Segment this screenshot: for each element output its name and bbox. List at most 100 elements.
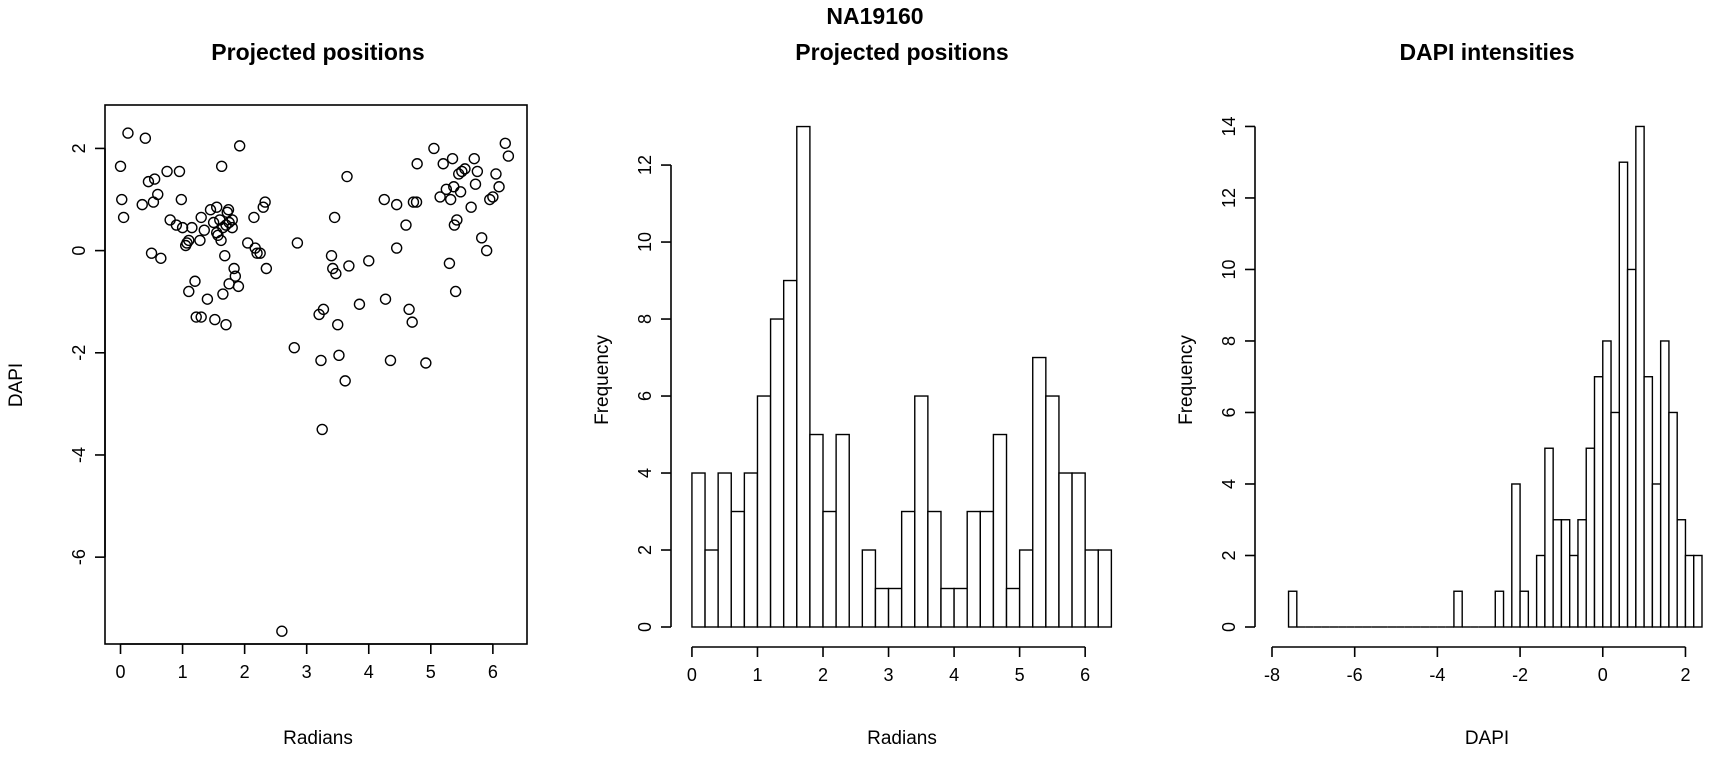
scatter-point <box>456 165 468 178</box>
panel-1-x-tick-label: 5 <box>426 662 436 682</box>
hist-radians-bar <box>756 395 772 628</box>
scatter-point <box>453 168 465 180</box>
hist-dapi-bar <box>1676 519 1687 628</box>
scatter-point <box>215 160 228 173</box>
hist-dapi-bar <box>1494 590 1505 628</box>
scatter-point <box>403 303 415 316</box>
scatter-point <box>378 193 390 206</box>
hist-radians-x-tick-label: 1 <box>752 665 762 685</box>
scatter-point <box>341 170 353 183</box>
hist-radians-y-tick-label: 8 <box>635 314 655 324</box>
scatter-point <box>215 234 227 247</box>
hist-radians-bar <box>691 472 706 628</box>
hist-radians-y-tick-label: 2 <box>635 545 655 555</box>
scatter-point <box>469 178 482 190</box>
scatter-point <box>251 247 263 259</box>
panel-2-xlabel: Radians <box>867 728 937 749</box>
scatter-point <box>204 204 217 216</box>
panel-1-y-tick-label: 0 <box>69 246 89 256</box>
hist-dapi-bar <box>1560 519 1571 628</box>
hist-dapi-x-tick-label: 0 <box>1598 665 1608 685</box>
hist-radians-bar <box>979 510 995 628</box>
hist-dapi-bar <box>1511 483 1521 628</box>
scatter-point <box>465 201 477 213</box>
scatter-point <box>411 158 423 170</box>
hist-radians-bar <box>717 472 732 628</box>
scatter-point <box>410 196 423 208</box>
hist-radians-bar <box>940 587 955 628</box>
hist-dapi-x-tick-label: 2 <box>1680 665 1690 685</box>
hist-radians-bar <box>782 279 798 628</box>
hist-radians-bar <box>1058 472 1073 628</box>
hist-dapi-bar <box>1544 447 1554 628</box>
hist-radians-bar <box>1071 472 1086 628</box>
hist-radians-x-tick-label: 4 <box>949 665 959 685</box>
hist-radians-bar <box>1045 395 1060 628</box>
hist-dapi-x-tick-label: -6 <box>1347 665 1363 685</box>
scatter-point <box>145 247 158 259</box>
scatter-point <box>390 198 403 211</box>
hist-radians-bar <box>1097 549 1113 628</box>
hist-radians-bar <box>887 587 903 628</box>
scatter-point <box>122 127 134 139</box>
scatter-point <box>451 214 463 226</box>
hist-dapi-y-tick-label: 10 <box>1219 259 1239 279</box>
scatter-point <box>175 193 188 206</box>
scatter-point <box>164 214 176 226</box>
hist-dapi-bar <box>1593 376 1604 628</box>
scatter-point <box>443 257 456 270</box>
scatter-point <box>384 354 397 367</box>
scatter-point <box>475 232 488 244</box>
scatter-point <box>291 237 304 249</box>
hist-dapi-bar <box>1693 554 1703 628</box>
scatter-point <box>446 152 459 165</box>
hist-dapi-bar <box>1453 590 1463 628</box>
panel-1-x-tick-label: 3 <box>302 662 312 682</box>
hist-radians-bar <box>900 510 916 628</box>
hist-dapi-y-tick-label: 6 <box>1219 407 1239 417</box>
scatter-point <box>183 285 195 298</box>
scatter-point <box>176 221 189 234</box>
scatter-point <box>484 193 496 206</box>
scatter-point <box>487 191 499 203</box>
hist-radians-y-tick-label: 6 <box>635 391 655 401</box>
hist-dapi-bar <box>1659 340 1670 628</box>
scatter-point <box>201 293 214 305</box>
hist-radians-bar <box>992 433 1008 628</box>
hist-radians-bar <box>874 587 890 628</box>
scatter-point <box>502 150 515 162</box>
scatter-point <box>211 201 223 213</box>
scatter-point <box>242 237 254 249</box>
hist-radians-bar <box>1084 549 1099 628</box>
hist-dapi-bar <box>1577 519 1587 628</box>
hist-dapi-y-tick-label: 0 <box>1219 622 1239 632</box>
scatter-point <box>328 211 341 224</box>
scatter-point <box>173 165 186 178</box>
scatter-point <box>233 140 246 152</box>
hist-radians-y-tick-label: 0 <box>635 622 655 632</box>
scatter-point <box>248 211 260 224</box>
hist-radians-x-tick-label: 5 <box>1015 665 1025 685</box>
scatter-point <box>155 252 167 264</box>
scatter-point <box>276 625 288 637</box>
scatter-point <box>170 219 183 231</box>
scatter-point <box>406 316 418 328</box>
hist-dapi-y-tick-label: 12 <box>1219 188 1239 208</box>
hist-dapi-bar <box>1610 411 1621 628</box>
panel-1-x-tick-label: 1 <box>178 662 188 682</box>
hist-dapi-bar <box>1618 161 1629 628</box>
scatter-point <box>330 267 342 280</box>
panel-1-frame <box>104 104 528 645</box>
scatter-point <box>139 132 152 144</box>
hist-radians-y-tick-label: 4 <box>635 468 655 478</box>
hist-dapi-x-tick-label: -4 <box>1429 665 1445 685</box>
scatter-point <box>499 137 511 150</box>
hist-radians-y-tick-label: 10 <box>635 232 655 252</box>
scatter-point <box>390 242 403 254</box>
hist-dapi-bar <box>1585 447 1596 628</box>
scatter-point <box>220 318 232 331</box>
hist-radians-bar <box>953 587 968 628</box>
scatter-point <box>136 198 148 211</box>
hist-radians-y-tick-label: 12 <box>635 155 655 175</box>
